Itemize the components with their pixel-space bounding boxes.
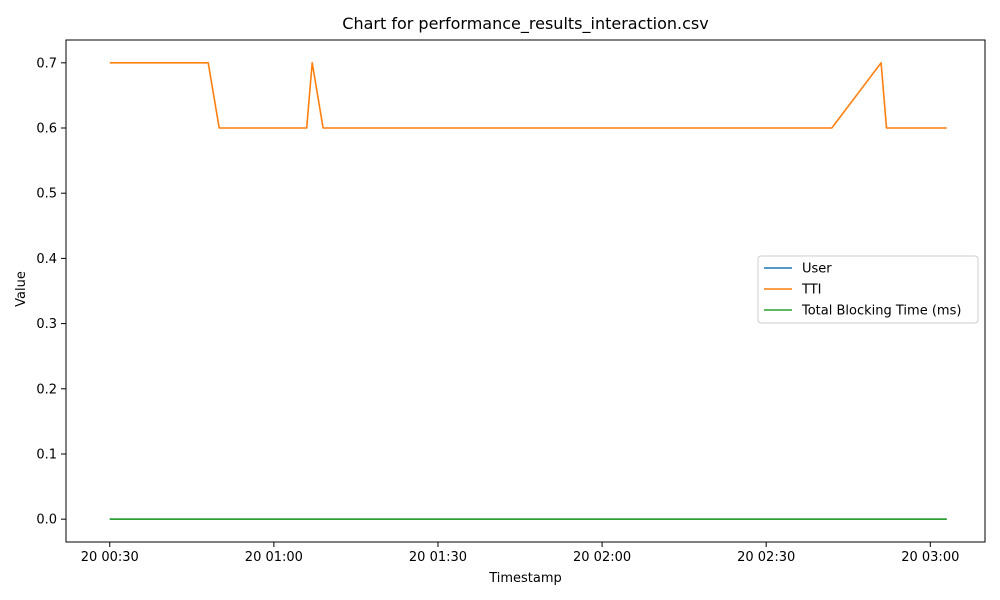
y-tick-label: 0.5 bbox=[36, 187, 57, 202]
series-layer bbox=[109, 61, 947, 521]
y-tick-label: 0.6 bbox=[36, 122, 57, 137]
y-tick-label: 0.3 bbox=[36, 317, 57, 332]
x-axis-label: Timestamp bbox=[488, 571, 562, 586]
legend-box bbox=[757, 255, 979, 324]
legend-label: User bbox=[802, 262, 832, 277]
x-tick-label: 20 00:30 bbox=[81, 550, 139, 565]
y-tick-label: 0.7 bbox=[36, 56, 57, 71]
x-axis-ticks: 20 00:30 20 01:00 20 01:30 20 02:00 20 02:30… bbox=[81, 542, 959, 565]
legend-label: Total Blocking Time (ms) bbox=[801, 304, 961, 319]
plot-frame bbox=[65, 39, 986, 543]
x-tick-label: 20 01:00 bbox=[245, 550, 303, 565]
legend: User TTI Total Blocking Time (ms) bbox=[757, 255, 979, 324]
x-tick-label: 20 01:30 bbox=[409, 550, 467, 565]
y-tick-label: 0.1 bbox=[36, 447, 57, 462]
series-line-1 bbox=[109, 61, 947, 129]
x-tick-label: 20 02:00 bbox=[573, 550, 631, 565]
x-tick-label: 20 02:30 bbox=[737, 550, 795, 565]
x-tick-label: 20 03:00 bbox=[901, 550, 959, 565]
y-axis-ticks: 0.0 0.1 0.2 0.3 0.4 0.5 0.6 0.7 bbox=[36, 56, 66, 528]
y-tick-label: 0.0 bbox=[36, 513, 57, 528]
plot-area: 20 00:30 20 01:00 20 01:30 20 02:00 20 02:30… bbox=[36, 39, 986, 565]
y-tick-label: 0.4 bbox=[36, 252, 57, 267]
chart-title: Chart for performance_results_interactio… bbox=[342, 14, 708, 34]
y-axis-label: Value bbox=[14, 271, 29, 307]
y-tick-label: 0.2 bbox=[36, 382, 57, 397]
legend-label: TTI bbox=[801, 283, 822, 298]
